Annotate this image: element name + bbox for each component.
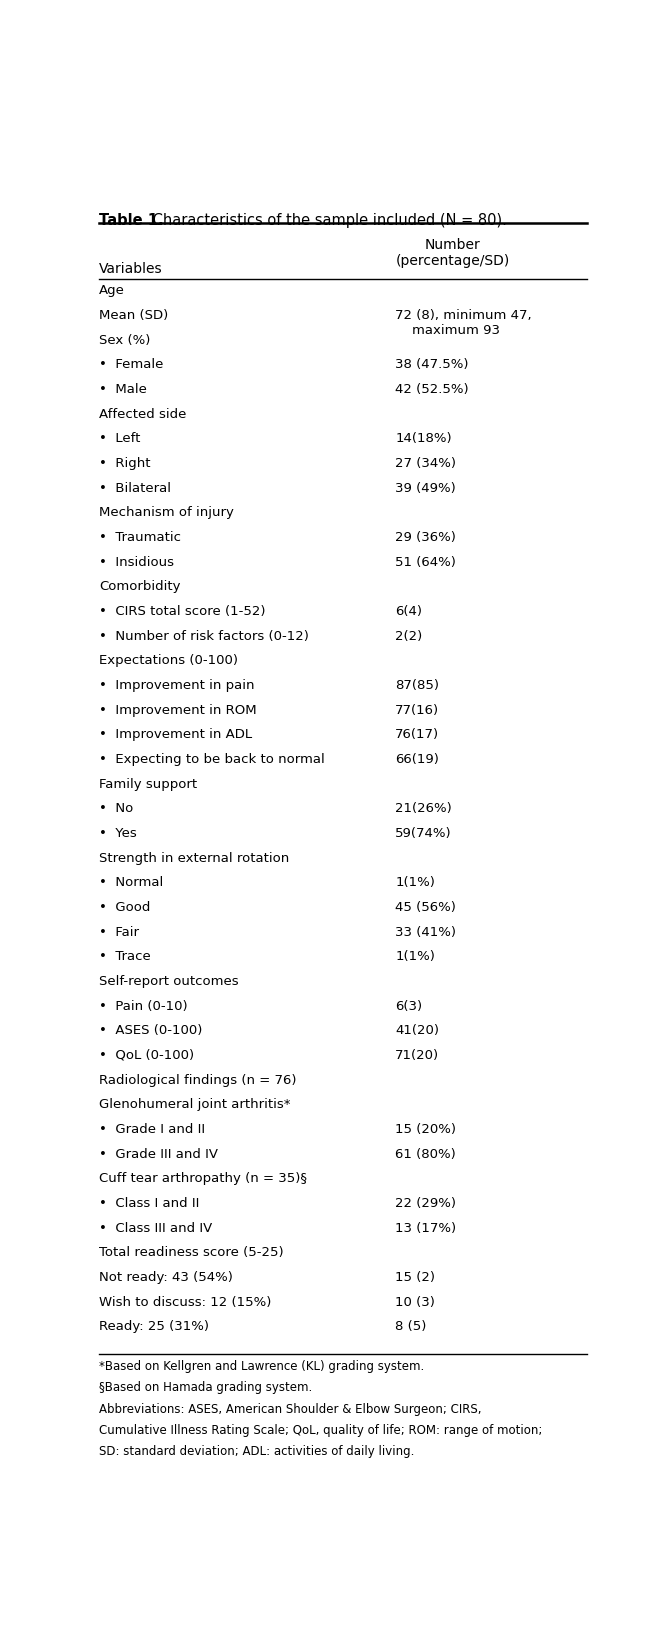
Text: Glenohumeral joint arthritis*: Glenohumeral joint arthritis* xyxy=(99,1099,291,1112)
Text: 15 (2): 15 (2) xyxy=(395,1271,436,1284)
Text: 87(85): 87(85) xyxy=(395,679,440,692)
Text: 1(1%): 1(1%) xyxy=(395,876,436,889)
Text: •  Grade I and II: • Grade I and II xyxy=(99,1123,206,1136)
Text: 71(20): 71(20) xyxy=(395,1048,440,1061)
Text: 21(26%): 21(26%) xyxy=(395,803,452,816)
Text: •  Good: • Good xyxy=(99,900,151,913)
Text: 8 (5): 8 (5) xyxy=(395,1320,427,1333)
Text: Variables: Variables xyxy=(99,262,163,275)
Text: 6(4): 6(4) xyxy=(395,606,422,619)
Text: 33 (41%): 33 (41%) xyxy=(395,926,456,939)
Text: •  Trace: • Trace xyxy=(99,951,151,964)
Text: Ready: 25 (31%): Ready: 25 (31%) xyxy=(99,1320,209,1333)
Text: Total readiness score (5-25): Total readiness score (5-25) xyxy=(99,1245,284,1258)
Text: 22 (29%): 22 (29%) xyxy=(395,1197,456,1210)
Text: SD: standard deviation; ADL: activities of daily living.: SD: standard deviation; ADL: activities … xyxy=(99,1446,415,1459)
Text: 76(17): 76(17) xyxy=(395,728,440,741)
Text: 77(16): 77(16) xyxy=(395,703,440,716)
Text: •  QoL (0-100): • QoL (0-100) xyxy=(99,1048,194,1061)
Text: Not ready: 43 (54%): Not ready: 43 (54%) xyxy=(99,1271,233,1284)
Text: Cumulative Illness Rating Scale; QoL, quality of life; ROM: range of motion;: Cumulative Illness Rating Scale; QoL, qu… xyxy=(99,1424,543,1438)
Text: *Based on Kellgren and Lawrence (KL) grading system.: *Based on Kellgren and Lawrence (KL) gra… xyxy=(99,1359,425,1372)
Text: 6(3): 6(3) xyxy=(395,1000,422,1013)
Text: Table 1.: Table 1. xyxy=(99,213,164,228)
Text: 29 (36%): 29 (36%) xyxy=(395,531,456,544)
Text: §Based on Hamada grading system.: §Based on Hamada grading system. xyxy=(99,1381,313,1394)
Text: Mechanism of injury: Mechanism of injury xyxy=(99,506,234,519)
Text: Wish to discuss: 12 (15%): Wish to discuss: 12 (15%) xyxy=(99,1296,272,1309)
Text: Affected side: Affected side xyxy=(99,407,187,420)
Text: 15 (20%): 15 (20%) xyxy=(395,1123,456,1136)
Text: •  Insidious: • Insidious xyxy=(99,555,174,568)
Text: Age: Age xyxy=(99,285,125,298)
Text: 13 (17%): 13 (17%) xyxy=(395,1221,456,1234)
Text: Radiological findings (n = 76): Radiological findings (n = 76) xyxy=(99,1073,297,1086)
Text: •  Yes: • Yes xyxy=(99,827,137,840)
Text: 61 (80%): 61 (80%) xyxy=(395,1148,456,1161)
Text: 39 (49%): 39 (49%) xyxy=(395,482,456,495)
Text: •  Class III and IV: • Class III and IV xyxy=(99,1221,212,1234)
Text: 59(74%): 59(74%) xyxy=(395,827,452,840)
Text: 27 (34%): 27 (34%) xyxy=(395,457,456,470)
Text: 45 (56%): 45 (56%) xyxy=(395,900,456,913)
Text: Number
(percentage/SD): Number (percentage/SD) xyxy=(395,238,510,269)
Text: •  Right: • Right xyxy=(99,457,151,470)
Text: •  Pain (0-10): • Pain (0-10) xyxy=(99,1000,188,1013)
Text: 14(18%): 14(18%) xyxy=(395,433,452,446)
Text: 2(2): 2(2) xyxy=(395,630,423,643)
Text: 41(20): 41(20) xyxy=(395,1024,440,1037)
Text: •  ASES (0-100): • ASES (0-100) xyxy=(99,1024,203,1037)
Text: •  Expecting to be back to normal: • Expecting to be back to normal xyxy=(99,754,325,765)
Text: Sex (%): Sex (%) xyxy=(99,334,151,347)
Text: Expectations (0-100): Expectations (0-100) xyxy=(99,654,239,667)
Text: •  Traumatic: • Traumatic xyxy=(99,531,182,544)
Text: •  Male: • Male xyxy=(99,383,147,396)
Text: 10 (3): 10 (3) xyxy=(395,1296,436,1309)
Text: •  Improvement in ROM: • Improvement in ROM xyxy=(99,703,257,716)
Text: Self-report outcomes: Self-report outcomes xyxy=(99,975,239,988)
Text: •  Bilateral: • Bilateral xyxy=(99,482,172,495)
Text: Characteristics of the sample included (N = 80).: Characteristics of the sample included (… xyxy=(147,213,507,228)
Text: Strength in external rotation: Strength in external rotation xyxy=(99,851,289,864)
Text: •  CIRS total score (1-52): • CIRS total score (1-52) xyxy=(99,606,266,619)
Text: 1(1%): 1(1%) xyxy=(395,951,436,964)
Text: Abbreviations: ASES, American Shoulder & Elbow Surgeon; CIRS,: Abbreviations: ASES, American Shoulder &… xyxy=(99,1403,482,1415)
Text: Mean (SD): Mean (SD) xyxy=(99,309,169,322)
Text: •  Improvement in pain: • Improvement in pain xyxy=(99,679,255,692)
Text: 66(19): 66(19) xyxy=(395,754,439,765)
Text: 51 (64%): 51 (64%) xyxy=(395,555,456,568)
Text: •  Fair: • Fair xyxy=(99,926,139,939)
Text: Family support: Family support xyxy=(99,778,198,791)
Text: •  Female: • Female xyxy=(99,358,163,371)
Text: •  Improvement in ADL: • Improvement in ADL xyxy=(99,728,253,741)
Text: •  Left: • Left xyxy=(99,433,141,446)
Text: •  Class I and II: • Class I and II xyxy=(99,1197,200,1210)
Text: Comorbidity: Comorbidity xyxy=(99,580,181,593)
Text: 72 (8), minimum 47,
    maximum 93: 72 (8), minimum 47, maximum 93 xyxy=(395,309,532,337)
Text: Cuff tear arthropathy (n = 35)§: Cuff tear arthropathy (n = 35)§ xyxy=(99,1172,308,1185)
Text: 42 (52.5%): 42 (52.5%) xyxy=(395,383,469,396)
Text: •  Grade III and IV: • Grade III and IV xyxy=(99,1148,218,1161)
Text: •  No: • No xyxy=(99,803,133,816)
Text: •  Normal: • Normal xyxy=(99,876,163,889)
Text: •  Number of risk factors (0-12): • Number of risk factors (0-12) xyxy=(99,630,309,643)
Text: 38 (47.5%): 38 (47.5%) xyxy=(395,358,469,371)
